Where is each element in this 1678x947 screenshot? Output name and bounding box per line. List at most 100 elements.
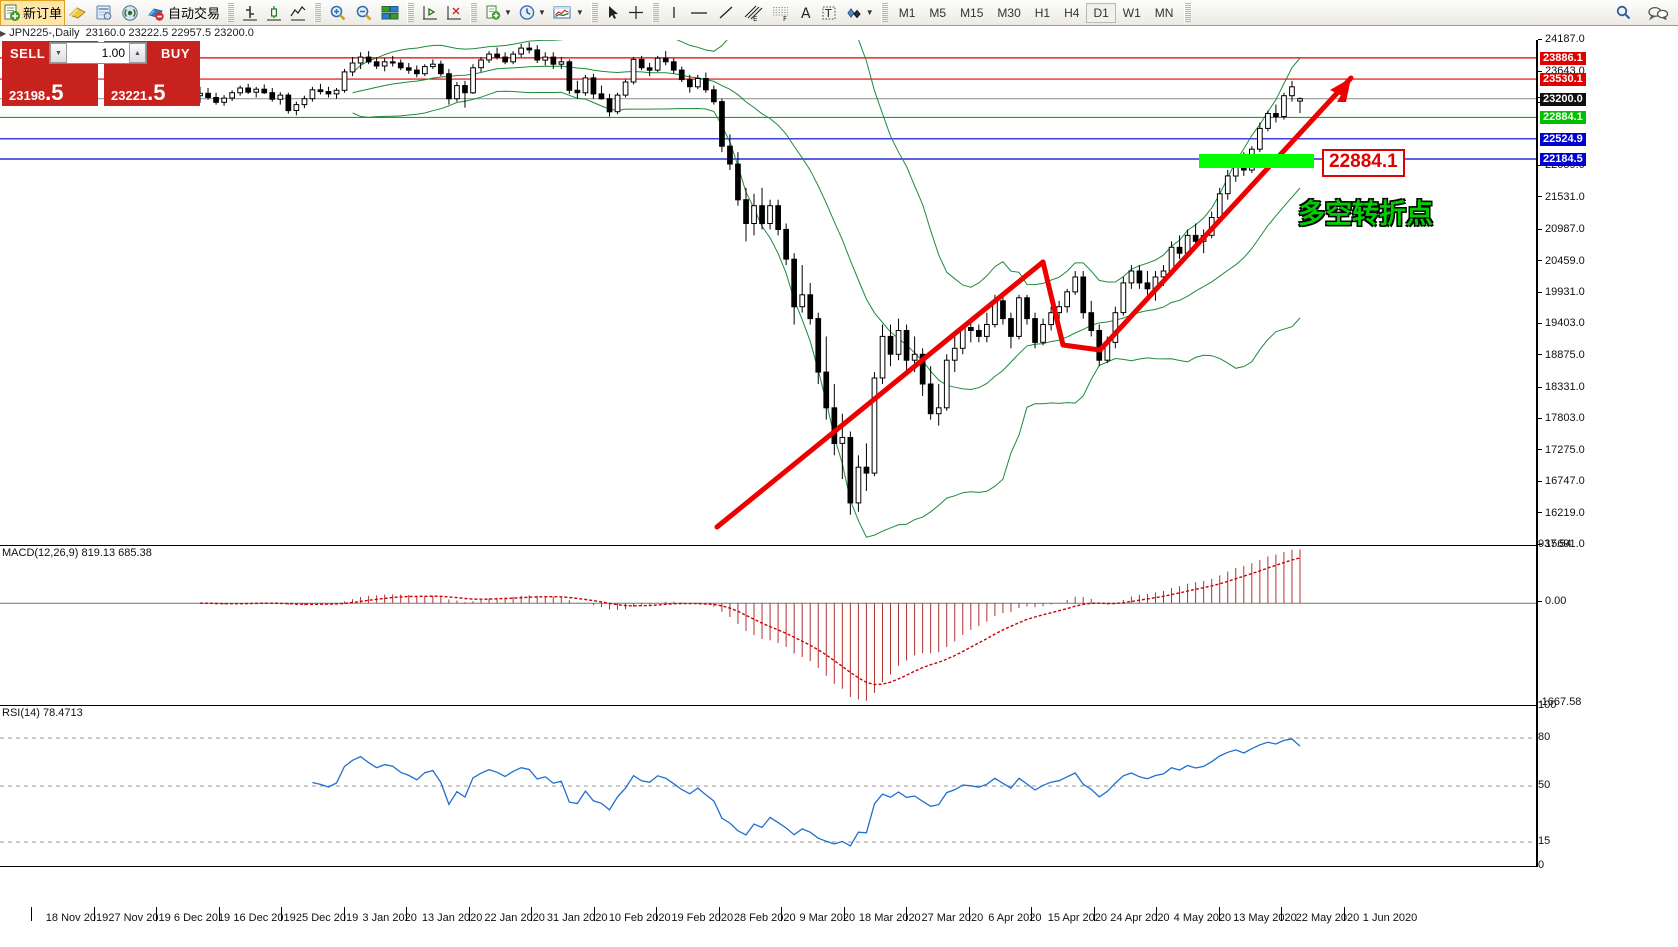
- buy-button[interactable]: BUY 23221.5: [104, 41, 200, 106]
- trendline-button[interactable]: [713, 1, 739, 25]
- zoom-out-button[interactable]: [351, 1, 377, 25]
- line-chart-icon: [289, 4, 307, 22]
- price-level-chip-support-blue[interactable]: 22184.5: [1540, 153, 1586, 167]
- auto-scroll-button[interactable]: [442, 1, 466, 25]
- template-icon: [484, 4, 502, 22]
- timeframe-w1[interactable]: W1: [1122, 5, 1141, 20]
- chart-shift-button[interactable]: [418, 1, 442, 25]
- svg-text:F: F: [783, 15, 787, 22]
- cursor-button[interactable]: [602, 1, 624, 25]
- candlestick-chart-icon: [265, 4, 283, 22]
- bar-chart-button[interactable]: [238, 1, 262, 25]
- indicators-button[interactable]: ▼: [549, 1, 587, 25]
- svg-text:A: A: [801, 6, 811, 22]
- rsi-axis-tick: 50: [1538, 779, 1551, 791]
- zoom-in-button[interactable]: [325, 1, 351, 25]
- price-pane[interactable]: [0, 40, 1536, 545]
- indicators-icon: [552, 4, 574, 22]
- period-button[interactable]: ▼: [515, 1, 549, 25]
- chevron-down-icon[interactable]: ▼: [575, 8, 584, 17]
- time-axis-tick: 27 Mar 2020: [921, 912, 984, 924]
- time-axis-tick: 10 Feb 2020: [608, 912, 671, 924]
- timeframe-d1[interactable]: D1: [1086, 2, 1116, 23]
- timeframe-m30[interactable]: M30: [997, 5, 1021, 20]
- chevron-down-icon[interactable]: ▼: [865, 8, 874, 17]
- time-axis-separator: [718, 907, 720, 921]
- crosshair-button[interactable]: [624, 1, 648, 25]
- macd-pane[interactable]: MACD(12,26,9) 819.13 685.38: [0, 545, 1536, 705]
- search-icon[interactable]: [1614, 4, 1634, 22]
- time-axis-tick: 24 Apr 2020: [1110, 912, 1170, 924]
- time-axis-tick: 22 May 2020: [1295, 912, 1360, 924]
- time-axis-separator: [218, 907, 220, 921]
- timeframe-m1[interactable]: M1: [898, 5, 916, 20]
- tile-windows-button[interactable]: [377, 1, 403, 25]
- time-axis-separator: [343, 907, 345, 921]
- price-axis-tick: 17803.0: [1538, 412, 1585, 424]
- chevron-down-icon[interactable]: ▼: [537, 8, 546, 17]
- signals-button[interactable]: [117, 1, 143, 25]
- toolbar-separator: [314, 2, 322, 23]
- vertical-line-icon: [666, 4, 682, 22]
- time-axis-separator: [1281, 907, 1283, 921]
- timeframe-m5[interactable]: M5: [929, 5, 947, 20]
- chevron-down-icon[interactable]: ▼: [504, 8, 512, 17]
- zoom-in-icon: [328, 4, 348, 22]
- buy-price-decimal: .5: [147, 80, 166, 105]
- timeframe-h4[interactable]: H4: [1064, 5, 1080, 20]
- volume-stepper[interactable]: ▼ 1.00 ▲: [49, 42, 147, 64]
- shapes-button[interactable]: ▼: [841, 1, 877, 25]
- signals-icon: [120, 4, 140, 22]
- new-order-button[interactable]: 新订单: [0, 0, 66, 26]
- rsi-axis-tick: 100: [1538, 699, 1557, 711]
- price-level-chip-resistance-red[interactable]: 23886.1: [1540, 51, 1586, 65]
- sell-label: SELL: [10, 45, 46, 61]
- macd-chart-svg: [0, 549, 1536, 701]
- candlestick-chart-button[interactable]: [262, 1, 286, 25]
- price-level-chip-current-price[interactable]: 23200.0: [1540, 92, 1586, 106]
- horizontal-line-button[interactable]: [685, 1, 713, 25]
- toolbar-separator: [651, 2, 659, 23]
- data-window-button[interactable]: [91, 1, 117, 25]
- chart-area[interactable]: MACD(12,26,9) 819.13 685.38 RSI(14) 78.4…: [0, 33, 1678, 947]
- time-axis-tick: 13 May 2020: [1233, 912, 1297, 924]
- price-axis[interactable]: 24187.023643.023200.023115.022059.021531…: [1536, 33, 1678, 871]
- time-axis-tick: 18 Nov 2019: [45, 912, 109, 924]
- line-chart-button[interactable]: [286, 1, 310, 25]
- price-level-chip-support-blue[interactable]: 22524.9: [1540, 132, 1586, 146]
- time-axis-separator: [1031, 907, 1033, 921]
- rsi-pane[interactable]: RSI(14) 78.4713: [0, 705, 1536, 867]
- vertical-line-button[interactable]: [663, 1, 685, 25]
- price-level-chip-resistance-red[interactable]: 23530.1: [1540, 73, 1586, 87]
- timeframe-mn[interactable]: MN: [1154, 5, 1174, 20]
- text-label-button[interactable]: A: [795, 1, 817, 25]
- sell-price-decimal: .5: [45, 80, 64, 105]
- timeframe-group: M1 M5 M15 M30 H1 H4 D1 W1 MN: [892, 2, 1181, 23]
- volume-input[interactable]: 1.00: [101, 46, 125, 60]
- template-button[interactable]: ▼: [481, 1, 515, 25]
- fibonacci-button[interactable]: F: [767, 1, 795, 25]
- time-axis-separator: [1344, 907, 1345, 921]
- text-box-button[interactable]: T: [817, 1, 841, 25]
- new-order-icon: [3, 4, 21, 22]
- timeframe-h1[interactable]: H1: [1034, 5, 1051, 20]
- expert-advisor-button[interactable]: [65, 1, 91, 25]
- macd-axis-tick: -1667.58: [1538, 696, 1582, 708]
- autotrading-button[interactable]: 自动交易: [143, 1, 223, 25]
- volume-increment-button[interactable]: ▲: [129, 43, 146, 63]
- chat-icon[interactable]: [1646, 4, 1670, 22]
- buy-label: BUY: [161, 45, 190, 61]
- timeframe-m15[interactable]: M15: [960, 5, 984, 20]
- price-axis-tick: 15691.0: [1538, 538, 1585, 550]
- toolbar-right-group: [1614, 4, 1678, 22]
- toolbar-separator: [470, 2, 478, 23]
- price-axis-tick: 20987.0: [1538, 223, 1585, 235]
- time-axis[interactable]: 18 Nov 2019 27 Nov 2019 6 Dec 2019 16 Dec 2…: [0, 867, 1536, 947]
- toolbar-separator: [407, 2, 415, 23]
- fibonacci-icon: F: [770, 4, 792, 22]
- equidistant-channel-button[interactable]: E: [739, 1, 767, 25]
- volume-decrement-button[interactable]: ▼: [50, 43, 67, 63]
- time-axis-tick: 31 Jan 2020: [546, 912, 608, 924]
- price-level-chip-support-green[interactable]: 22884.1: [1540, 111, 1586, 125]
- time-axis-tick: 28 Feb 2020: [733, 912, 796, 924]
